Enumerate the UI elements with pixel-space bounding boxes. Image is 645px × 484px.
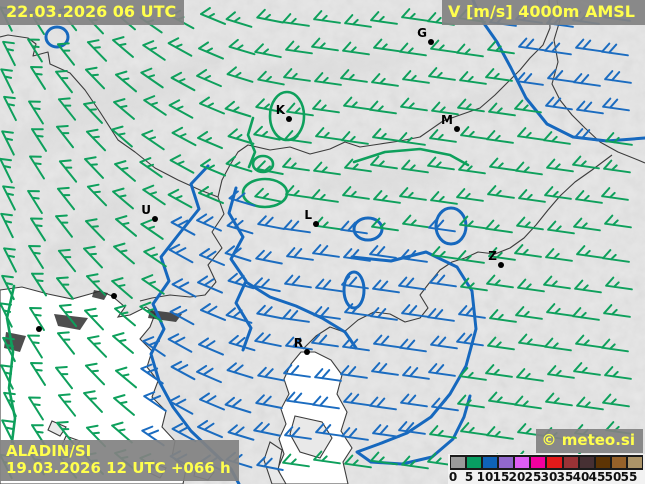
legend-value: 45 bbox=[588, 470, 606, 484]
relief-shading bbox=[1, 51, 568, 271]
legend-color-scale bbox=[450, 455, 643, 470]
legend-value: 10 bbox=[476, 470, 494, 484]
legend-swatch-15 bbox=[499, 457, 514, 468]
legend-swatch-25 bbox=[531, 457, 546, 468]
model-name-text: ALADIN/SI bbox=[6, 441, 92, 460]
city-dot bbox=[454, 126, 460, 132]
legend-value: 5 bbox=[464, 470, 474, 484]
city-label: M bbox=[441, 113, 453, 127]
city-label: U bbox=[141, 203, 151, 217]
legend-swatch-10 bbox=[483, 457, 498, 468]
variable-level-text: V [m/s] 4000m AMSL bbox=[448, 2, 635, 21]
legend-value: 35 bbox=[556, 470, 574, 484]
legend-value: 30 bbox=[540, 470, 558, 484]
legend-tick-values: 0 5 10 15 20 25 30 35 40 45 50 55 bbox=[448, 470, 645, 484]
legend-value: 55 bbox=[620, 470, 638, 484]
copyright-label: © meteo.si bbox=[535, 428, 643, 453]
legend-value: 20 bbox=[508, 470, 526, 484]
legend-value: 0 bbox=[448, 470, 458, 484]
city-dot bbox=[498, 262, 504, 268]
city-dot bbox=[36, 326, 42, 332]
wind-speed-legend: 0 5 10 15 20 25 30 35 40 45 50 55 bbox=[448, 454, 645, 484]
valid-time-text: 22.03.2026 06 UTC bbox=[6, 2, 177, 21]
run-info-text: 19.03.2026 12 UTC +066 h bbox=[6, 458, 231, 477]
variable-level-label: V [m/s] 4000m AMSL bbox=[442, 0, 645, 26]
legend-swatch-20 bbox=[515, 457, 530, 468]
city-dot bbox=[111, 293, 117, 299]
legend-swatch-45 bbox=[595, 457, 610, 468]
legend-value: 40 bbox=[572, 470, 590, 484]
city-label: G bbox=[417, 26, 427, 40]
city-dot bbox=[304, 349, 310, 355]
legend-value: 50 bbox=[604, 470, 622, 484]
legend-swatch-30 bbox=[547, 457, 562, 468]
city-dot bbox=[286, 116, 292, 122]
adriatic-sea bbox=[0, 286, 353, 484]
model-run-label: ALADIN/SI 19.03.2026 12 UTC +066 h bbox=[0, 439, 239, 481]
city-dot bbox=[313, 221, 319, 227]
legend-swatch-0 bbox=[451, 457, 466, 468]
legend-swatch-5 bbox=[467, 457, 482, 468]
city-label: K bbox=[276, 103, 286, 117]
legend-value: 15 bbox=[492, 470, 510, 484]
legend-value: 25 bbox=[524, 470, 542, 484]
legend-swatch-40 bbox=[579, 457, 594, 468]
legend-swatch-55 bbox=[627, 457, 642, 468]
city-dot bbox=[152, 216, 158, 222]
city-dot bbox=[428, 39, 434, 45]
city-label: R bbox=[294, 336, 303, 350]
city-label: Z bbox=[488, 249, 497, 263]
legend-swatch-50 bbox=[611, 457, 626, 468]
copyright-text: © meteo.si bbox=[541, 430, 635, 449]
legend-swatch-35 bbox=[563, 457, 578, 468]
valid-time-label: 22.03.2026 06 UTC bbox=[0, 0, 185, 26]
city-label: L bbox=[304, 208, 312, 222]
city-markers: G K M U L Z R bbox=[36, 26, 504, 355]
